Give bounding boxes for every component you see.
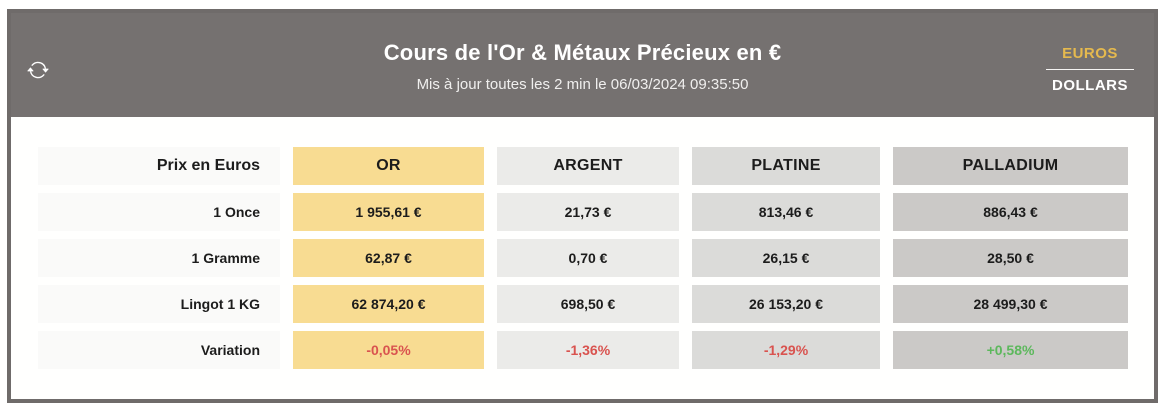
- column-header-platine: PLATINE: [692, 147, 880, 185]
- gold-price-widget: Cours de l'Or & Métaux Précieux en € Mis…: [7, 9, 1158, 403]
- cell-argent-lingot-1-kg: 698,50 €: [497, 285, 679, 323]
- page-title: Cours de l'Or & Métaux Précieux en €: [383, 39, 782, 65]
- cell-palladium-lingot-1-kg: 28 499,30 €: [893, 285, 1128, 323]
- column-header-or: OR: [293, 147, 484, 185]
- currency-toggle: EUROS DOLLARS: [1042, 45, 1138, 94]
- currency-option-dollars[interactable]: DOLLARS: [1052, 77, 1128, 94]
- refresh-icon: [27, 59, 49, 81]
- row-label-variation: Variation: [38, 331, 280, 369]
- widget-header: Cours de l'Or & Métaux Précieux en € Mis…: [11, 13, 1154, 117]
- last-updated-text: Mis à jour toutes les 2 min le 06/03/202…: [416, 75, 749, 93]
- cell-platine-variation: -1,29%: [692, 331, 880, 369]
- corner-header-prix-en-euros: Prix en Euros: [38, 147, 280, 185]
- cell-or-lingot-1-kg: 62 874,20 €: [293, 285, 484, 323]
- price-table: Prix en Euros OR ARGENT PLATINE PALLADIU…: [38, 147, 1128, 369]
- cell-platine-1-gramme: 26,15 €: [692, 239, 880, 277]
- row-label-lingot-1-kg: Lingot 1 KG: [38, 285, 280, 323]
- row-label-1-once: 1 Once: [38, 193, 280, 231]
- currency-toggle-divider: [1046, 69, 1134, 70]
- column-header-palladium: PALLADIUM: [893, 147, 1128, 185]
- cell-or-variation: -0,05%: [293, 331, 484, 369]
- cell-palladium-variation: +0,58%: [893, 331, 1128, 369]
- cell-palladium-1-once: 886,43 €: [893, 193, 1128, 231]
- cell-argent-1-gramme: 0,70 €: [497, 239, 679, 277]
- cell-palladium-1-gramme: 28,50 €: [893, 239, 1128, 277]
- cell-or-1-gramme: 62,87 €: [293, 239, 484, 277]
- cell-argent-variation: -1,36%: [497, 331, 679, 369]
- column-header-argent: ARGENT: [497, 147, 679, 185]
- row-label-1-gramme: 1 Gramme: [38, 239, 280, 277]
- refresh-button[interactable]: [25, 57, 51, 83]
- cell-argent-1-once: 21,73 €: [497, 193, 679, 231]
- cell-platine-lingot-1-kg: 26 153,20 €: [692, 285, 880, 323]
- cell-or-1-once: 1 955,61 €: [293, 193, 484, 231]
- cell-platine-1-once: 813,46 €: [692, 193, 880, 231]
- currency-option-euros[interactable]: EUROS: [1062, 45, 1118, 62]
